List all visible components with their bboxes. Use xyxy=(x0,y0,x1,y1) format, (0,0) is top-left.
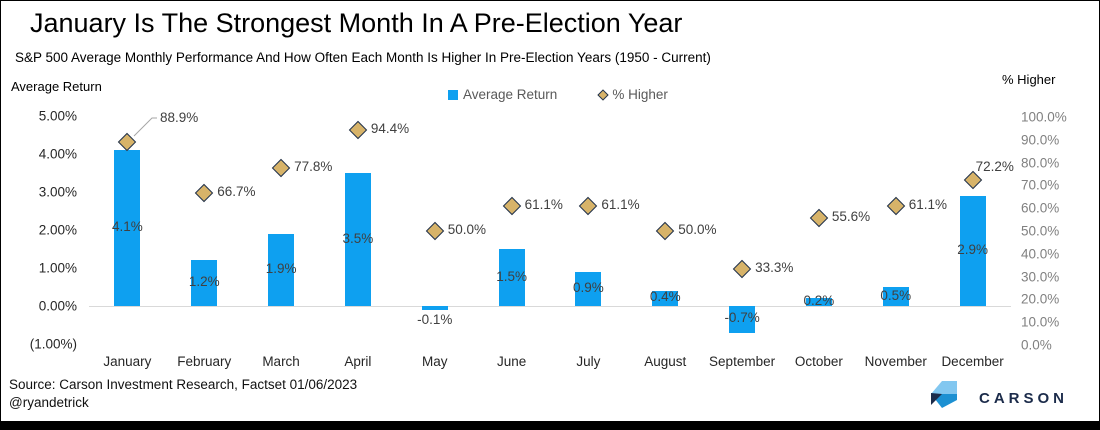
legend-label-pct-higher: % Higher xyxy=(612,87,668,102)
legend-diamond-icon xyxy=(597,88,609,101)
diamond-marker-august xyxy=(656,221,675,241)
chart-subtitle: S&P 500 Average Monthly Performance And … xyxy=(15,50,711,65)
left-axis-tick: 0.00% xyxy=(38,298,77,314)
bar-june xyxy=(498,249,525,306)
category-label-september: September xyxy=(709,354,776,369)
bar-label-september: -0.7% xyxy=(724,310,760,326)
carson-logo-icon xyxy=(931,381,957,408)
marker-label-june: 61.1% xyxy=(524,196,563,212)
diamond-marker-march xyxy=(271,158,291,177)
carson-logo-text: CARSON xyxy=(979,390,1069,407)
chart-title: January Is The Strongest Month In A Pre-… xyxy=(30,8,683,38)
right-axis-tick: 50.0% xyxy=(1021,223,1060,239)
category-label-july: July xyxy=(576,354,601,369)
right-axis-tick: 20.0% xyxy=(1021,291,1060,307)
bar-july xyxy=(575,271,602,306)
bar-label-june: 1.5% xyxy=(496,268,527,284)
bar-label-october: 0.2% xyxy=(803,293,835,309)
right-axis-tick: 100.0% xyxy=(1021,109,1067,125)
bar-label-july: 0.9% xyxy=(573,279,604,295)
left-axis-tick: 3.00% xyxy=(38,184,77,200)
right-axis-tick: 90.0% xyxy=(1021,132,1060,148)
chart-legend: Average Return % Higher xyxy=(448,87,668,102)
bar-label-november: 0.5% xyxy=(880,287,912,303)
diamond-marker-july xyxy=(579,196,598,215)
marker-label-february: 66.7% xyxy=(217,183,256,199)
category-label-january: January xyxy=(103,354,152,369)
bar-august xyxy=(652,290,679,306)
diamond-marker-may xyxy=(425,221,444,241)
diamond-marker-january xyxy=(118,133,137,152)
bar-april xyxy=(344,173,371,306)
right-axis-tick: 30.0% xyxy=(1021,269,1060,285)
bar-label-february: 1.2% xyxy=(188,274,220,290)
bar-october xyxy=(805,298,832,306)
category-label-may: May xyxy=(421,354,448,369)
bar-label-april: 3.5% xyxy=(342,230,374,246)
left-axis-tick: (1.00%) xyxy=(29,336,77,352)
left-axis-title: Average Return xyxy=(11,79,102,94)
diamond-marker-september xyxy=(732,259,752,279)
right-axis-tick: 80.0% xyxy=(1021,155,1060,171)
category-label-december: December xyxy=(941,354,1004,369)
marker-label-march: 77.8% xyxy=(294,158,333,174)
right-axis-tick: 60.0% xyxy=(1021,200,1060,216)
marker-label-august: 50.0% xyxy=(678,222,717,237)
legend-label-average-return: Average Return xyxy=(463,87,558,102)
legend-item-average-return: Average Return xyxy=(448,87,557,102)
diamond-marker-november xyxy=(886,196,905,215)
category-label-april: April xyxy=(344,354,372,369)
category-label-august: August xyxy=(644,354,687,369)
right-axis-tick: 40.0% xyxy=(1021,246,1060,262)
bar-march xyxy=(268,233,295,306)
bar-label-may: -0.1% xyxy=(417,311,453,327)
diamond-marker-february xyxy=(195,183,214,203)
diamond-marker-october xyxy=(809,209,829,228)
left-axis-tick: 4.00% xyxy=(38,146,77,162)
marker-label-october: 55.6% xyxy=(831,209,871,225)
bar-label-august: 0.4% xyxy=(649,289,681,305)
bar-february xyxy=(191,260,218,306)
bar-may xyxy=(421,306,448,310)
category-label-june: June xyxy=(496,354,527,369)
right-axis-title: % Higher xyxy=(1002,72,1056,87)
bar-label-march: 1.9% xyxy=(265,260,297,276)
twitter-handle: @ryandetrick xyxy=(9,395,89,410)
bar-label-december: 2.9% xyxy=(957,241,988,257)
bar-november xyxy=(882,287,909,306)
diamond-marker-april xyxy=(348,120,368,139)
right-axis-tick: 0.0% xyxy=(1021,337,1052,353)
category-label-november: November xyxy=(864,354,927,369)
left-axis-tick: 1.00% xyxy=(38,260,77,276)
x-axis-line xyxy=(89,306,1011,307)
left-axis-tick: 5.00% xyxy=(38,108,77,124)
legend-item-pct-higher: % Higher xyxy=(597,87,668,102)
marker-label-may: 50.0% xyxy=(447,222,487,237)
category-label-february: February xyxy=(177,354,232,369)
marker-label-april: 94.4% xyxy=(370,120,410,136)
marker-label-november: 61.1% xyxy=(908,196,948,212)
category-label-october: October xyxy=(794,354,843,369)
right-axis-tick: 10.0% xyxy=(1021,314,1060,330)
bar-december xyxy=(959,195,986,306)
bar-january xyxy=(114,150,141,306)
right-axis-tick: 70.0% xyxy=(1021,177,1060,193)
marker-label-december: 72.2% xyxy=(975,159,1014,175)
legend-square-icon xyxy=(448,89,458,100)
marker-label-september: 33.3% xyxy=(755,260,794,276)
marker-label-january: 88.9% xyxy=(160,110,199,125)
diamond-marker-june xyxy=(502,196,521,215)
category-label-march: March xyxy=(262,354,300,369)
bottom-black-bar xyxy=(1,421,1099,429)
bar-september xyxy=(729,306,756,333)
bar-label-january: 4.1% xyxy=(112,219,143,235)
source-text: Source: Carson Investment Research, Fact… xyxy=(9,377,358,392)
marker-label-july: 61.1% xyxy=(601,196,640,212)
left-axis-tick: 2.00% xyxy=(38,222,77,238)
